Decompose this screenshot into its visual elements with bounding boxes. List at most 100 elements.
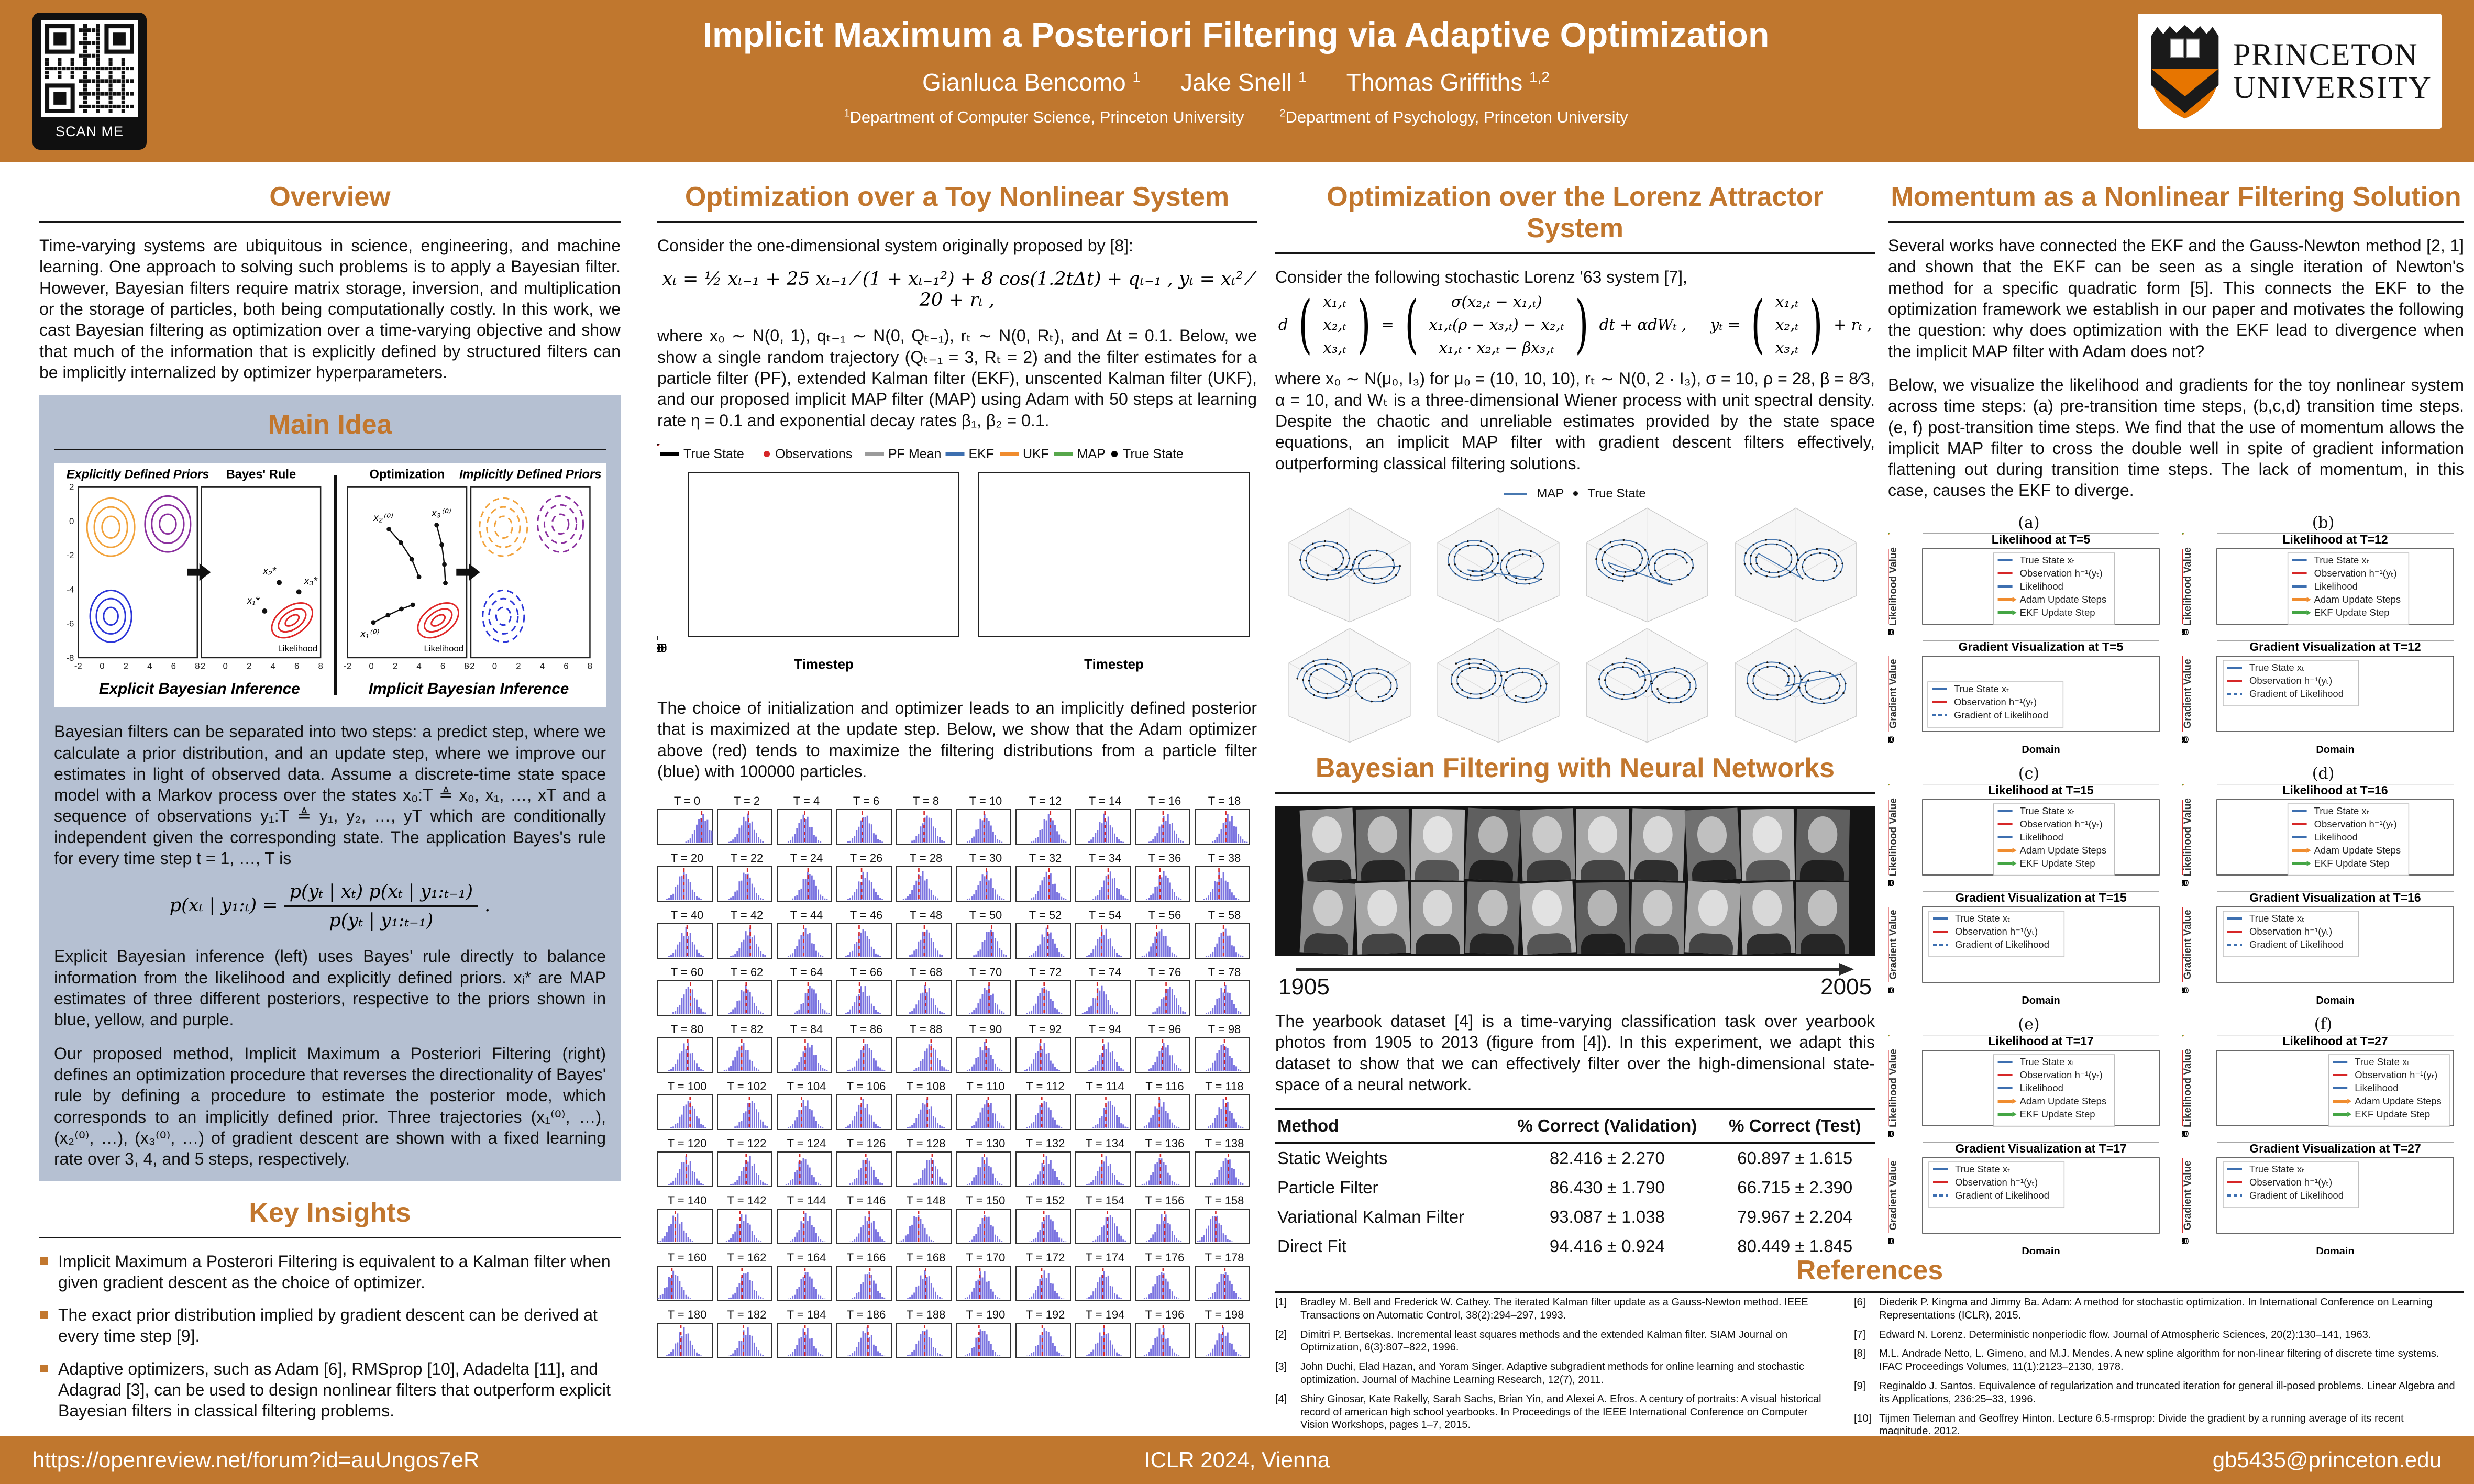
divider <box>1275 252 1875 254</box>
svg-text:100: 100 <box>1904 1142 1918 1144</box>
panel-tag: (e) <box>2018 1015 2040 1034</box>
svg-text:True State xₜ: True State xₜ <box>2249 662 2305 673</box>
histogram-cell: T = 138 <box>1195 1137 1254 1190</box>
yearbook-portrait <box>1411 882 1464 954</box>
histogram-cell: T = 84 <box>777 1023 836 1076</box>
grad-plot: Gradient Visualization at T=17 Gradient V… <box>1888 1134 2160 1254</box>
contact-email[interactable]: gb5435@princeton.edu <box>2212 1447 2442 1472</box>
svg-text:Domain: Domain <box>2316 1246 2354 1254</box>
svg-text:30: 30 <box>2182 985 2187 995</box>
panel-tag: (d) <box>2312 764 2335 783</box>
svg-text:-30: -30 <box>1888 878 1894 888</box>
histogram-cell: T = 132 <box>1015 1137 1075 1190</box>
histogram-cell: T = 42 <box>717 909 777 961</box>
svg-text:EKF Update Step: EKF Update Step <box>2314 858 2390 869</box>
svg-text:30: 30 <box>1888 1129 1893 1139</box>
svg-text:Likelihood Value: Likelihood Value <box>2182 798 2193 877</box>
toy-chart-svg: True State Observations PF Mean EKF UKF MAP Tr… <box>657 433 1250 672</box>
qr-code[interactable]: SCAN ME <box>32 13 147 150</box>
yearbook-portrait <box>1299 807 1356 882</box>
histogram-cell: T = 28 <box>896 851 956 904</box>
histogram-cell: T = 158 <box>1195 1194 1254 1247</box>
table-row: Particle Filter 86.430 ± 1.790 66.715 ± 2.… <box>1277 1178 1853 1198</box>
svg-text:125: 125 <box>657 641 667 655</box>
lorenz-3d-plot <box>1437 628 1560 743</box>
svg-text:True State xₜ: True State xₜ <box>2249 1164 2305 1175</box>
references-section: References [1] Bradley M. Bell and Freder… <box>1275 1252 2464 1435</box>
references-right-column: [6] Diederik P. Kingma and Jimmy Ba. Adam… <box>1854 1296 2456 1435</box>
svg-text:Observation h⁻¹(yₜ): Observation h⁻¹(yₜ) <box>2249 926 2332 937</box>
svg-text:Implicitly Defined Priors: Implicitly Defined Priors <box>459 468 601 482</box>
svg-text:Observation h⁻¹(yₜ): Observation h⁻¹(yₜ) <box>1954 696 2037 707</box>
main-idea-figure: Explicitly Defined Priors Bayes' Rule Op… <box>54 463 606 708</box>
svg-text:-20: -20 <box>1888 1129 1894 1139</box>
insight-bullet: Implicit Maximum a Posterori Filtering i… <box>39 1251 621 1293</box>
svg-text:Bayes' Rule: Bayes' Rule <box>226 468 296 482</box>
svg-text:0: 0 <box>69 516 74 526</box>
svg-text:6: 6 <box>171 661 176 671</box>
svg-text:Likelihood: Likelihood <box>2020 1082 2063 1093</box>
svg-text:Explicitly Defined Priors: Explicitly Defined Priors <box>67 468 209 482</box>
yearbook-portrait <box>1519 881 1576 955</box>
histogram-cell: T = 72 <box>1015 966 1075 1018</box>
histogram-cell: T = 136 <box>1135 1137 1195 1190</box>
svg-text:Gradient Value: Gradient Value <box>1888 659 1899 728</box>
histogram-cell: T = 198 <box>1195 1308 1254 1361</box>
histogram-cell: T = 110 <box>956 1080 1015 1133</box>
svg-text:25: 25 <box>657 641 664 655</box>
histogram-cell: T = 4 <box>777 794 836 847</box>
svg-text:x₁⁽⁰⁾: x₁⁽⁰⁾ <box>360 628 379 640</box>
openreview-url[interactable]: https://openreview.net/forum?id=auUngos7… <box>32 1447 480 1472</box>
svg-text:20: 20 <box>1888 1129 1893 1139</box>
svg-text:Explicit Bayesian Inference: Explicit Bayesian Inference <box>99 680 300 697</box>
svg-text:0: 0 <box>1888 735 1891 745</box>
yearbook-portrait <box>1630 808 1685 881</box>
main-idea-para2: Explicit Bayesian inference (left) uses … <box>54 947 606 1029</box>
histogram-cell: T = 130 <box>956 1137 1015 1190</box>
svg-text:1000: 1000 <box>1898 784 1918 786</box>
svg-text:10: 10 <box>1888 627 1893 637</box>
svg-text:Likelihood: Likelihood <box>2020 832 2063 843</box>
svg-text:30: 30 <box>2182 627 2187 637</box>
histogram-cell: T = 122 <box>717 1137 777 1190</box>
svg-text:8: 8 <box>464 661 469 671</box>
reference-item: [3] John Duchi, Elad Hazan, and Yoram Sin… <box>1275 1361 1804 1386</box>
svg-text:Gradient of Likelihood: Gradient of Likelihood <box>1954 710 2048 721</box>
reference-item: [2] Dimitri P. Bertsekas. Incremental lea… <box>1275 1328 1788 1354</box>
histogram-cell: T = 154 <box>1075 1194 1135 1247</box>
nn-heading: Bayesian Filtering with Neural Networks <box>1315 752 1835 783</box>
histogram-cell: T = 20 <box>657 851 717 904</box>
legend-label: True State <box>1587 486 1646 501</box>
svg-text:Adam Update Steps: Adam Update Steps <box>2314 845 2401 856</box>
svg-text:20: 20 <box>1888 735 1893 745</box>
histogram-cell: T = 52 <box>1015 909 1075 961</box>
histogram-cell: T = 182 <box>717 1308 777 1361</box>
svg-text:Gradient Value: Gradient Value <box>2182 910 2193 979</box>
author: Gianluca Bencomo 1 <box>922 69 1141 96</box>
svg-text:-30: -30 <box>1888 985 1894 995</box>
histogram-cell: T = 6 <box>836 794 896 847</box>
svg-text:0: 0 <box>100 661 104 671</box>
svg-text:-20: -20 <box>1888 627 1894 637</box>
svg-text:0: 0 <box>2182 1236 2185 1246</box>
svg-text:-6: -6 <box>66 619 74 629</box>
svg-text:True State xₜ: True State xₜ <box>2020 805 2075 816</box>
svg-text:Domain: Domain <box>2022 995 2060 1006</box>
svg-text:EKF Update Step: EKF Update Step <box>2020 1109 2095 1120</box>
svg-text:-10: -10 <box>1888 1129 1894 1139</box>
reference-item: [6] Diederik P. Kingma and Jimmy Ba. Adam… <box>1854 1297 2433 1321</box>
lorenz-3d-plot <box>1735 507 1857 623</box>
svg-text:0: 0 <box>1888 878 1891 888</box>
svg-text:30: 30 <box>670 444 682 446</box>
lorenz-3d-plot <box>1288 628 1411 743</box>
histogram-cell: T = 164 <box>777 1251 836 1304</box>
reference-item: [1] Bradley M. Bell and Frederick W. Cath… <box>1275 1297 1808 1321</box>
svg-text:-10: -10 <box>1888 878 1894 888</box>
histogram-cell: T = 186 <box>836 1308 896 1361</box>
